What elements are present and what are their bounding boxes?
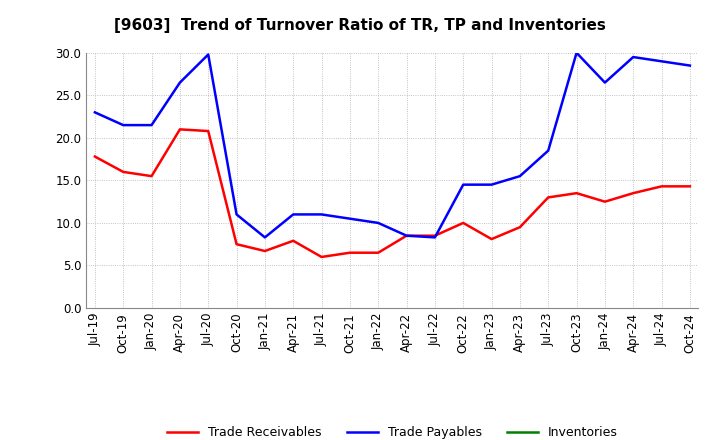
Trade Receivables	[176, 127, 184, 132]
Trade Receivables	[289, 238, 297, 243]
Trade Receivables	[148, 173, 156, 179]
Trade Payables	[516, 173, 524, 179]
Trade Payables	[91, 110, 99, 115]
Trade Payables	[431, 235, 439, 240]
Trade Receivables	[402, 233, 411, 238]
Trade Payables	[346, 216, 354, 221]
Legend: Trade Receivables, Trade Payables, Inventories: Trade Receivables, Trade Payables, Inven…	[162, 422, 623, 440]
Trade Payables	[176, 80, 184, 85]
Trade Payables	[318, 212, 326, 217]
Trade Receivables	[261, 248, 269, 253]
Trade Payables	[374, 220, 382, 226]
Trade Receivables	[516, 224, 524, 230]
Trade Receivables	[459, 220, 467, 226]
Trade Payables	[119, 122, 127, 128]
Trade Receivables	[600, 199, 609, 204]
Trade Receivables	[657, 184, 666, 189]
Trade Payables	[289, 212, 297, 217]
Trade Payables	[657, 59, 666, 64]
Trade Payables	[572, 50, 581, 55]
Trade Receivables	[431, 233, 439, 238]
Trade Payables	[204, 52, 212, 57]
Trade Payables	[487, 182, 496, 187]
Trade Receivables	[233, 242, 241, 247]
Trade Receivables	[572, 191, 581, 196]
Trade Receivables	[204, 128, 212, 134]
Trade Payables	[544, 148, 552, 153]
Trade Receivables	[346, 250, 354, 255]
Trade Receivables	[629, 191, 637, 196]
Line: Trade Receivables: Trade Receivables	[95, 129, 690, 257]
Line: Trade Payables: Trade Payables	[95, 53, 690, 238]
Trade Receivables	[374, 250, 382, 255]
Text: [9603]  Trend of Turnover Ratio of TR, TP and Inventories: [9603] Trend of Turnover Ratio of TR, TP…	[114, 18, 606, 33]
Trade Payables	[600, 80, 609, 85]
Trade Payables	[233, 212, 241, 217]
Trade Payables	[148, 122, 156, 128]
Trade Receivables	[91, 154, 99, 159]
Trade Payables	[629, 55, 637, 60]
Trade Payables	[402, 233, 411, 238]
Trade Payables	[459, 182, 467, 187]
Trade Receivables	[318, 254, 326, 260]
Trade Payables	[261, 235, 269, 240]
Trade Receivables	[487, 236, 496, 242]
Trade Receivables	[119, 169, 127, 175]
Trade Payables	[685, 63, 694, 68]
Trade Receivables	[544, 195, 552, 200]
Trade Receivables	[685, 184, 694, 189]
